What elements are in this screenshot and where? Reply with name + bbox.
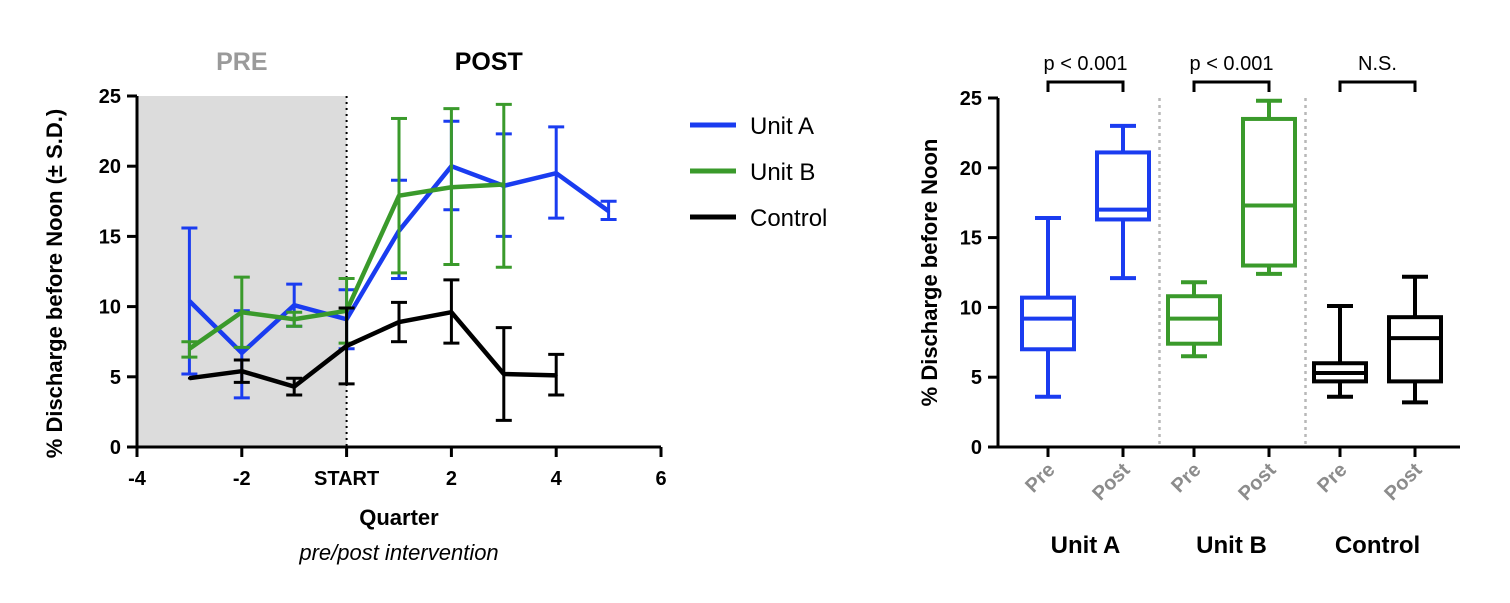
significance-label: p < 0.001 xyxy=(1044,53,1128,75)
x-tick-label: Pre xyxy=(1167,459,1205,497)
box-iqr xyxy=(1020,295,1076,352)
x-tick-label: -4 xyxy=(128,468,147,490)
post-label: POST xyxy=(455,48,523,76)
data-point xyxy=(397,320,401,324)
data-point xyxy=(292,385,296,389)
x-axis-title: Quarter xyxy=(359,505,439,530)
x-tick-label: 4 xyxy=(551,468,563,490)
legend-label: Unit B xyxy=(750,159,815,186)
y-axis-title: % Discharge before Noon (± S.D.) xyxy=(42,109,67,458)
data-point xyxy=(554,373,558,377)
x-tick-label: -2 xyxy=(233,468,251,490)
x-tick-label: Post xyxy=(1380,459,1426,505)
data-point xyxy=(240,351,244,355)
y-tick-label: 15 xyxy=(99,226,121,248)
x-tick-label: Pre xyxy=(1021,459,1059,497)
data-point xyxy=(502,182,506,186)
significance-label: N.S. xyxy=(1358,53,1397,75)
y-tick-label: 0 xyxy=(971,437,982,459)
significance-label: p < 0.001 xyxy=(1190,53,1274,75)
y-tick-label: 5 xyxy=(110,367,121,389)
y-tick-label: 20 xyxy=(960,158,982,180)
data-point xyxy=(554,171,558,175)
y-axis-title: % Discharge before Noon xyxy=(917,139,942,407)
x-tick-label: Pre xyxy=(1313,459,1351,497)
line-chart: PRE POST 0 5 10 15 20 25 -4 -2 START 2 4 6 Quarter pre/… xyxy=(42,48,827,565)
box-chart: 0 5 10 15 20 25 % Discharge before Noon Pre Post… xyxy=(917,53,1460,559)
y-tick-label: 20 xyxy=(99,156,121,178)
pre-label: PRE xyxy=(216,48,267,76)
significance-bracket xyxy=(1046,80,1125,92)
x-tick-label: Post xyxy=(1088,459,1134,505)
data-point xyxy=(187,299,191,303)
x-tick-label: 6 xyxy=(655,468,666,490)
x-tick-label: Post xyxy=(1234,459,1280,505)
x-axis-subtitle: pre/post intervention xyxy=(298,540,498,565)
data-point xyxy=(240,369,244,373)
significance-bracket xyxy=(1338,80,1417,92)
data-point xyxy=(187,376,191,380)
box-group-unit-b: Pre Post Unit B p < 0.001 xyxy=(1166,53,1297,559)
data-point xyxy=(449,185,453,189)
series-line xyxy=(189,309,557,389)
y-tick-label: 25 xyxy=(960,88,982,110)
x-tick-label: START xyxy=(314,468,379,490)
data-point xyxy=(187,347,191,351)
series-control xyxy=(187,278,565,422)
data-point xyxy=(397,194,401,198)
y-tick-label: 5 xyxy=(971,367,982,389)
box-iqr xyxy=(1241,116,1297,268)
x-tick-label: 2 xyxy=(446,468,457,490)
y-tick-label: 10 xyxy=(99,297,121,319)
data-point xyxy=(449,310,453,314)
legend-label: Control xyxy=(750,205,827,232)
legend-label: Unit A xyxy=(750,113,814,140)
y-tick-label: 0 xyxy=(110,437,121,459)
box-iqr xyxy=(1387,315,1443,384)
y-tick-label: 10 xyxy=(960,297,982,319)
box-group-control: Pre Post Control N.S. xyxy=(1312,53,1443,559)
y-tick-label: 15 xyxy=(960,228,982,250)
data-point xyxy=(240,310,244,314)
significance-bracket xyxy=(1192,80,1271,92)
group-label: Control xyxy=(1335,532,1420,559)
group-label: Unit B xyxy=(1196,532,1267,559)
group-label: Unit A xyxy=(1051,532,1121,559)
data-point xyxy=(607,209,611,213)
data-point xyxy=(292,317,296,321)
data-point xyxy=(502,372,506,376)
box-group-unit-a: Pre Post Unit A p < 0.001 xyxy=(1020,53,1151,559)
data-point xyxy=(292,303,296,307)
data-point xyxy=(345,344,349,348)
y-tick-label: 25 xyxy=(99,86,121,108)
